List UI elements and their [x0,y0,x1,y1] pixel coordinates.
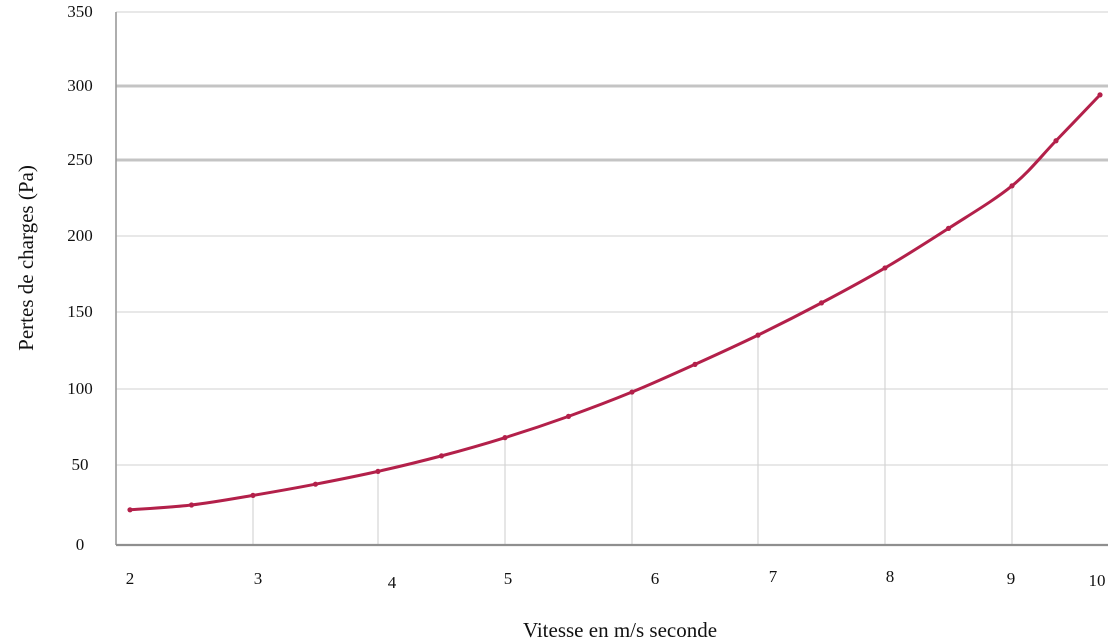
x-tick-label: 6 [651,569,660,588]
x-tick-label: 8 [886,567,895,586]
y-tick-label: 350 [67,2,93,21]
x-tick-label: 10 [1089,571,1106,590]
series-layer [127,92,1103,513]
data-point [1097,92,1103,98]
y-axis-label: Pertes de charges (Pa) [14,165,38,351]
y-tick-label: 300 [67,76,93,95]
x-tick-label: 9 [1007,569,1016,588]
data-point [250,492,256,498]
grid [116,11,1108,545]
x-tick-label: 4 [388,573,397,592]
y-tick-label: 150 [67,302,93,321]
data-point [692,361,698,367]
data-point [882,265,888,271]
data-point [629,389,635,395]
data-point [375,468,381,474]
data-point [438,453,445,459]
x-tick-label: 5 [504,569,513,588]
y-tick-label: 50 [72,455,89,474]
x-axis-label: Vitesse en m/s seconde [523,618,717,642]
data-point [312,481,319,487]
data-point [755,332,761,338]
y-tick-label: 0 [76,535,85,554]
series-line [128,93,1102,512]
data-point [945,225,952,231]
y-tick-label: 250 [67,150,93,169]
x-tick-label: 2 [126,569,135,588]
axes [115,12,1108,547]
data-point [1053,138,1059,144]
y-tick-label: 100 [67,379,93,398]
y-axis-ticks: 0 50 100 150 200 250 300 350 [67,2,93,554]
x-axis-ticks: 2 3 4 5 6 7 8 9 10 [126,567,1106,592]
data-point [565,413,572,419]
y-tick-label: 200 [67,226,93,245]
data-point [502,435,508,441]
data-point [188,502,195,508]
data-point [1009,183,1015,189]
x-tick-label: 7 [769,567,778,586]
data-point [818,300,825,306]
x-tick-label: 3 [254,569,263,588]
data-point [127,507,133,513]
